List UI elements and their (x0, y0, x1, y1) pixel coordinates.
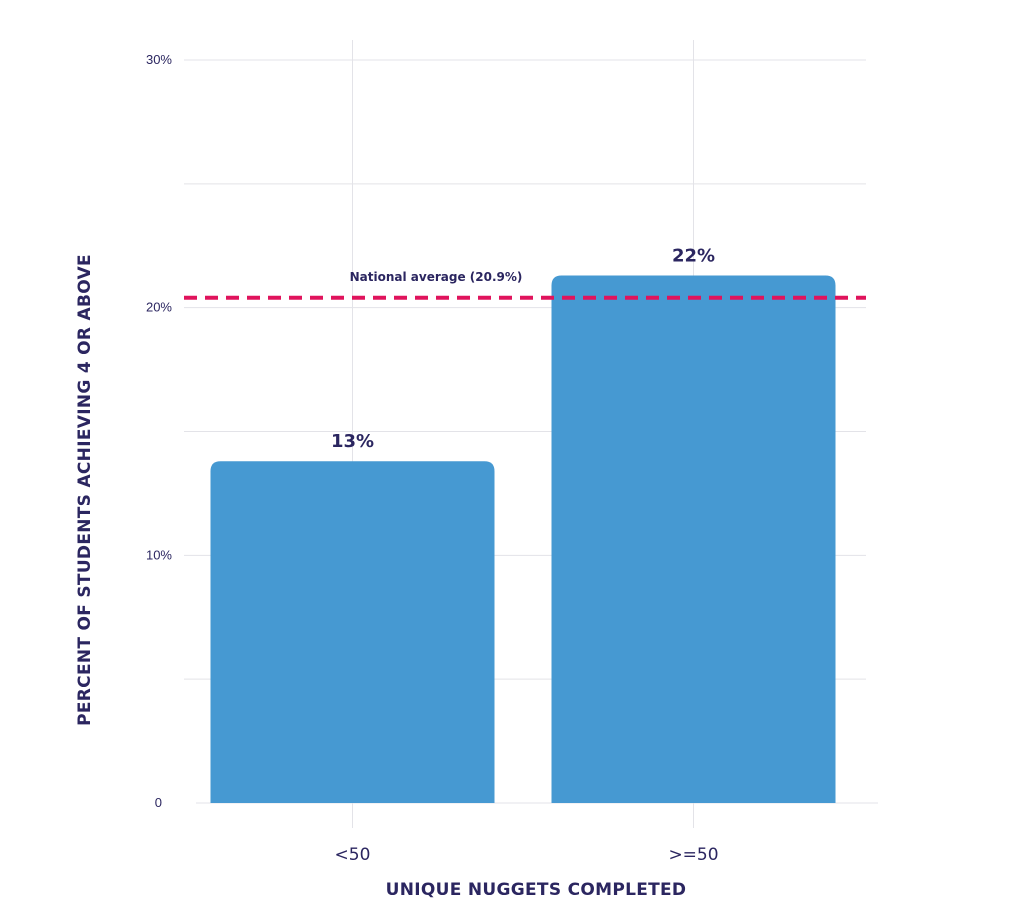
y-tick-label: 30% (146, 52, 172, 67)
y-axis-title: PERCENT OF STUDENTS ACHIEVING 4 OR ABOVE (75, 254, 95, 726)
national-average-label: National average (20.9%) (350, 270, 523, 284)
reference-line-group: National average (20.9%) (184, 270, 866, 300)
bars (210, 275, 836, 804)
x-tick-labels: <50 >=50 (335, 845, 719, 865)
y-tick-label: 0 (155, 795, 162, 810)
y-tick-labels: 0 10% 20% 30% (146, 52, 172, 810)
bar-value-label: 22% (672, 245, 715, 266)
bar-value-label: 13% (331, 431, 374, 452)
bar (210, 461, 495, 803)
y-tick-label: 10% (146, 547, 172, 562)
x-tick-label: <50 (335, 845, 371, 865)
bar (551, 275, 836, 804)
value-labels: 13% 22% (331, 245, 715, 452)
x-tick-label: >=50 (668, 845, 718, 865)
y-tick-label: 20% (146, 300, 172, 315)
x-axis-title: UNIQUE NUGGETS COMPLETED (386, 880, 687, 900)
